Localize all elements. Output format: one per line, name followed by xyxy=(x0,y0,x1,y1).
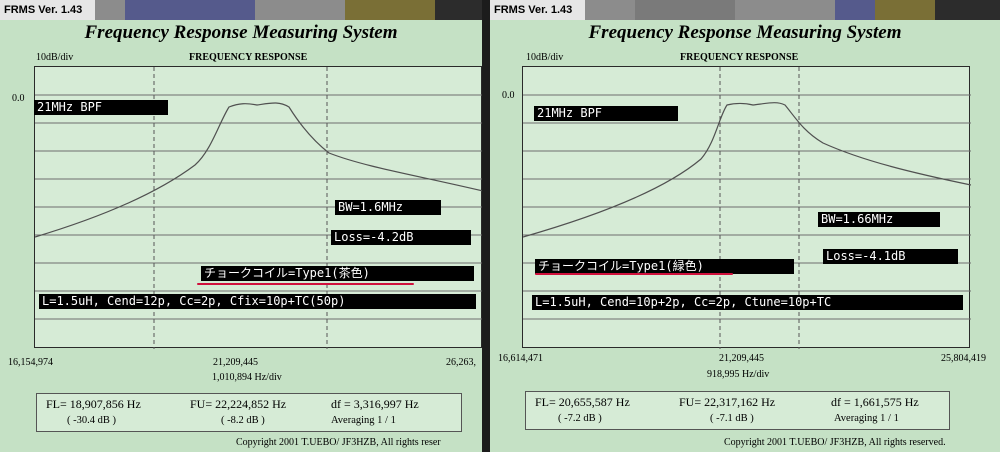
right-app-title: Frequency Response Measuring System xyxy=(588,22,902,43)
right-averaging: Averaging 1 / 1 xyxy=(834,413,899,424)
right-df-value: df = 1,661,575 Hz xyxy=(831,395,919,409)
left-label-params: L=1.5uH, Cend=12p, Cc=2p, Cfix=10p+TC(50… xyxy=(39,294,476,309)
right-fu-value: FU= 22,317,162 Hz xyxy=(679,395,776,409)
left-response-curve xyxy=(35,102,482,238)
right-label-coil: チョークコイル=Type1(緑色) xyxy=(535,259,794,274)
right-coil-underline xyxy=(535,273,733,275)
left-titlebar-segment xyxy=(95,0,125,20)
right-copyright: Copyright 2001 T.UEBO/ JF3HZB, All right… xyxy=(724,437,946,448)
left-coil-underline xyxy=(197,283,414,285)
right-x-start: 16,614,471 xyxy=(498,353,543,364)
left-fu-db: ( -8.2 dB ) xyxy=(221,415,265,426)
left-frms-window: FRMS Ver. 1.43 Frequency Response Measur… xyxy=(0,0,482,452)
right-hz-per-div: 918,995 Hz/div xyxy=(707,369,770,380)
right-fl-db: ( -7.2 dB ) xyxy=(558,413,602,424)
right-x-end: 25,804,419 xyxy=(941,353,986,364)
right-scale-label: 10dB/div xyxy=(526,52,564,63)
right-response-curve xyxy=(523,102,971,238)
right-readout-box: FL= 20,655,587 Hz ( -7.2 dB ) FU= 22,317… xyxy=(525,391,950,430)
left-titlebar-segment xyxy=(125,0,255,20)
right-window-title: FRMS Ver. 1.43 xyxy=(490,0,585,20)
left-title-bar: FRMS Ver. 1.43 xyxy=(0,0,482,20)
right-title-bar: FRMS Ver. 1.43 xyxy=(490,0,1000,20)
right-titlebar-segment xyxy=(635,0,735,20)
left-label-loss: Loss=-4.2dB xyxy=(331,230,471,245)
right-titlebar-segment xyxy=(935,0,1000,20)
right-titlebar-segment xyxy=(835,0,875,20)
left-label-filter: 21MHz BPF xyxy=(34,100,168,115)
right-titlebar-segment xyxy=(875,0,935,20)
right-chart-title: FREQUENCY RESPONSE xyxy=(680,52,799,63)
left-x-end: 26,263, xyxy=(446,357,476,368)
left-readout-box: FL= 18,907,856 Hz ( -30.4 dB ) FU= 22,22… xyxy=(36,393,462,432)
left-scale-label: 10dB/div xyxy=(36,52,74,63)
right-fu-db: ( -7.1 dB ) xyxy=(710,413,754,424)
left-fl-db: ( -30.4 dB ) xyxy=(67,415,116,426)
left-copyright: Copyright 2001 T.UEBO/ JF3HZB, All right… xyxy=(236,437,441,448)
left-chart-title: FREQUENCY RESPONSE xyxy=(189,52,308,63)
window-divider xyxy=(482,0,490,452)
left-titlebar-segment xyxy=(255,0,345,20)
right-y-ref-label: 0.0 xyxy=(502,90,515,101)
right-x-center: 21,209,445 xyxy=(719,353,764,364)
left-x-start: 16,154,974 xyxy=(8,357,53,368)
right-titlebar-segment xyxy=(735,0,835,20)
left-averaging: Averaging 1 / 1 xyxy=(331,415,396,426)
left-y-ref-label: 0.0 xyxy=(12,93,25,104)
left-titlebar-segment xyxy=(345,0,435,20)
right-titlebar-segment xyxy=(585,0,635,20)
left-fl-value: FL= 18,907,856 Hz xyxy=(46,397,141,411)
left-fu-value: FU= 22,224,852 Hz xyxy=(190,397,287,411)
right-fl-value: FL= 20,655,587 Hz xyxy=(535,395,630,409)
left-titlebar-segment xyxy=(435,0,482,20)
left-label-coil: チョークコイル=Type1(茶色) xyxy=(201,266,474,281)
right-label-filter: 21MHz BPF xyxy=(534,106,678,121)
right-label-params: L=1.5uH, Cend=10p+2p, Cc=2p, Ctune=10p+T… xyxy=(532,295,963,310)
left-hz-per-div: 1,010,894 Hz/div xyxy=(212,372,282,383)
right-label-bw: BW=1.66MHz xyxy=(818,212,940,227)
right-frms-window: FRMS Ver. 1.43 Frequency Response Measur… xyxy=(490,0,1000,452)
left-x-center: 21,209,445 xyxy=(213,357,258,368)
left-app-title: Frequency Response Measuring System xyxy=(84,22,398,43)
left-label-bw: BW=1.6MHz xyxy=(335,200,441,215)
left-df-value: df = 3,316,997 Hz xyxy=(331,397,419,411)
right-label-loss: Loss=-4.1dB xyxy=(823,249,958,264)
left-window-title: FRMS Ver. 1.43 xyxy=(0,0,95,20)
